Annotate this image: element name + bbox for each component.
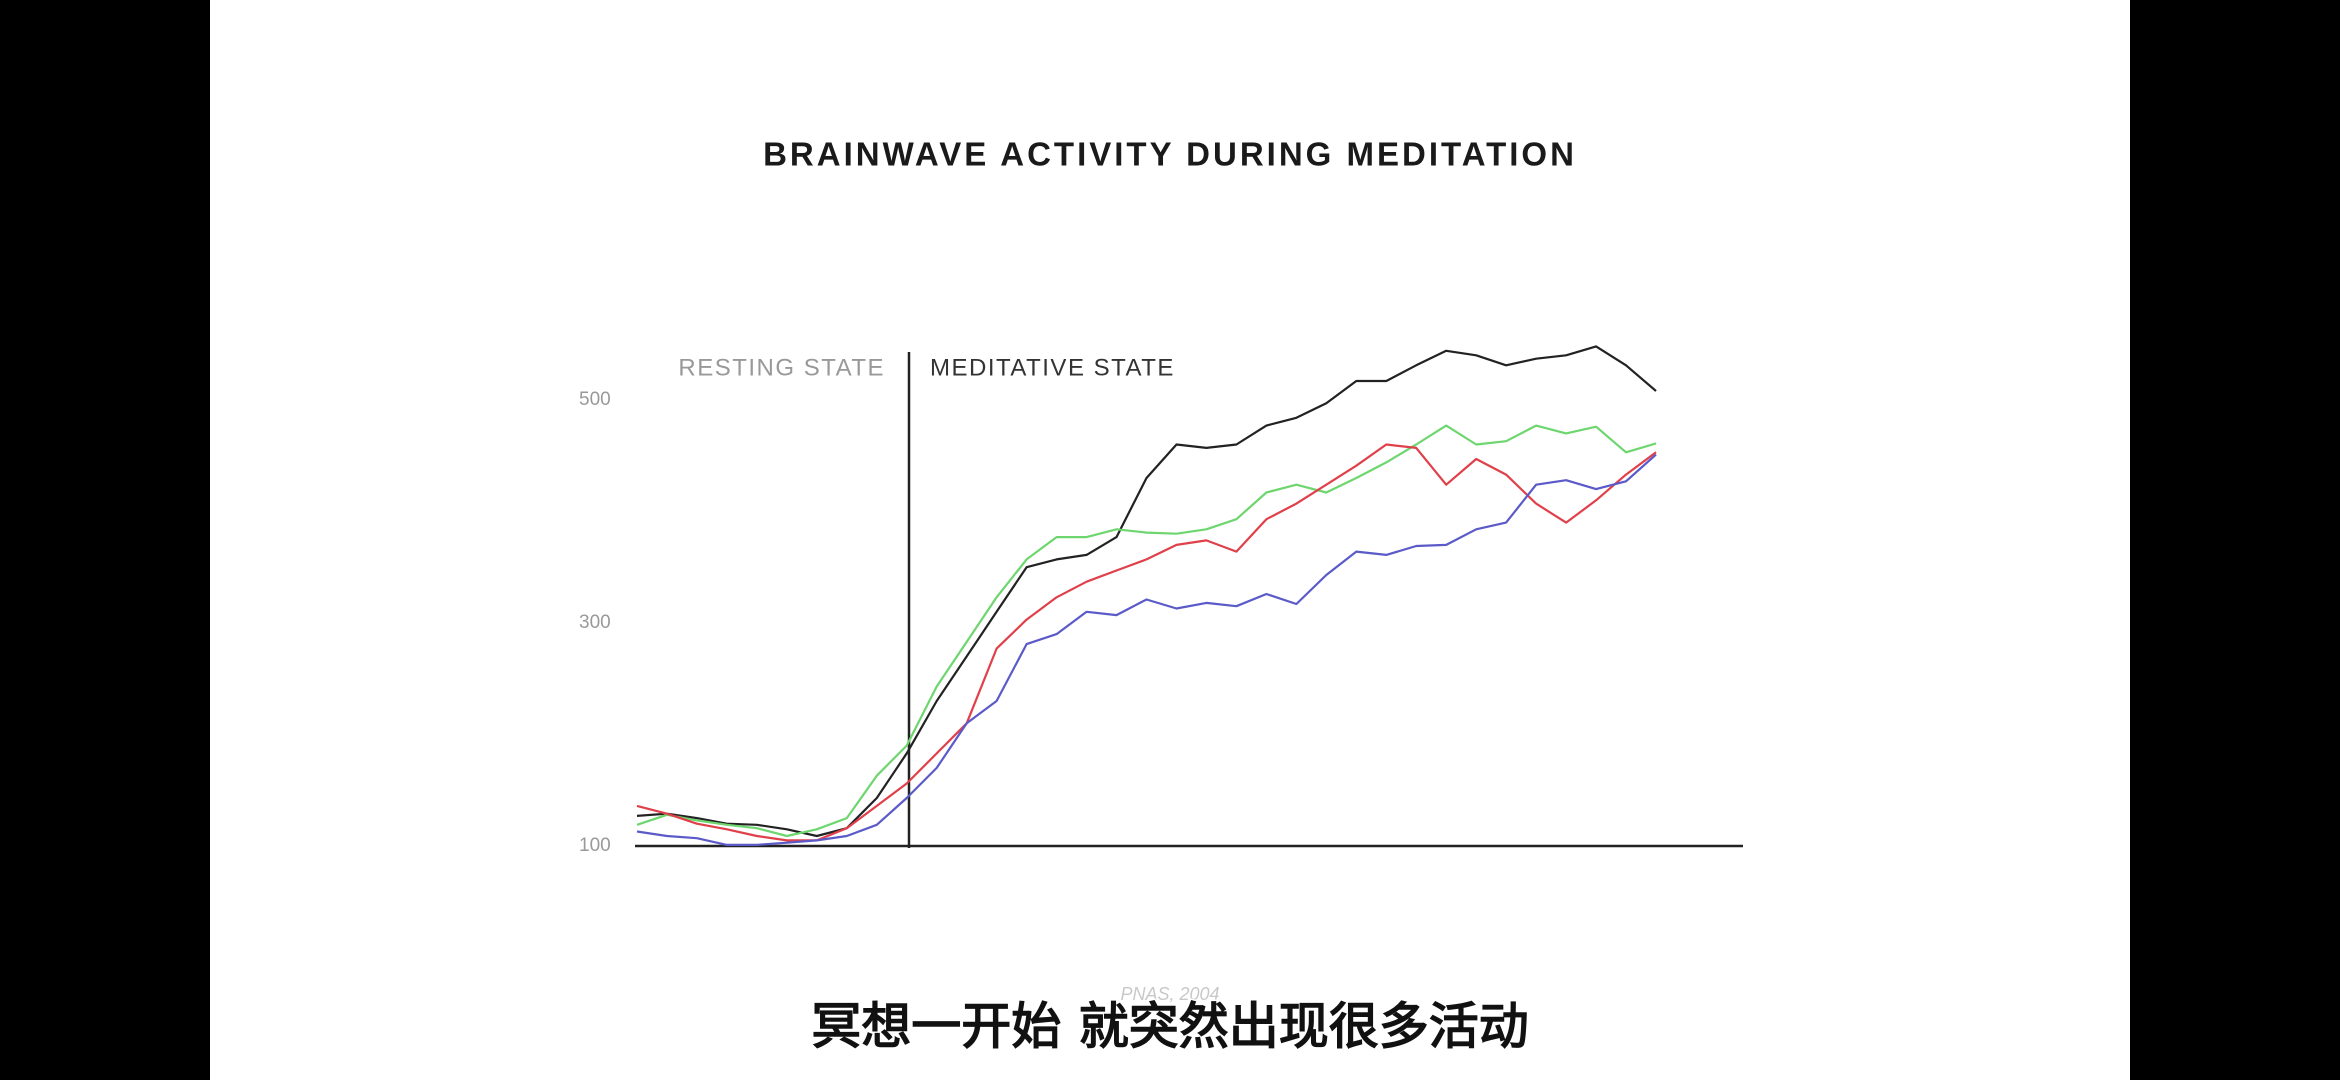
meditative-label: MEDITATIVE STATE bbox=[930, 354, 1175, 381]
slide-background bbox=[210, 0, 2130, 1080]
series-line bbox=[636, 424, 1657, 838]
subtitle-caption: 冥想一开始 就突然出现很多活动 bbox=[811, 998, 1528, 1056]
series-line bbox=[636, 453, 1657, 846]
y-tick-label: 300 bbox=[579, 612, 611, 633]
y-tick-label: 100 bbox=[579, 835, 611, 856]
source: PNAS, 2004 bbox=[1120, 984, 1219, 1004]
y-tick-label: 500 bbox=[579, 389, 611, 410]
resting-label: RESTING STATE bbox=[678, 354, 885, 381]
chart-title: BRAINWAVE ACTIVITY DURING MEDITATION bbox=[763, 136, 1577, 173]
series-line bbox=[636, 345, 1657, 838]
